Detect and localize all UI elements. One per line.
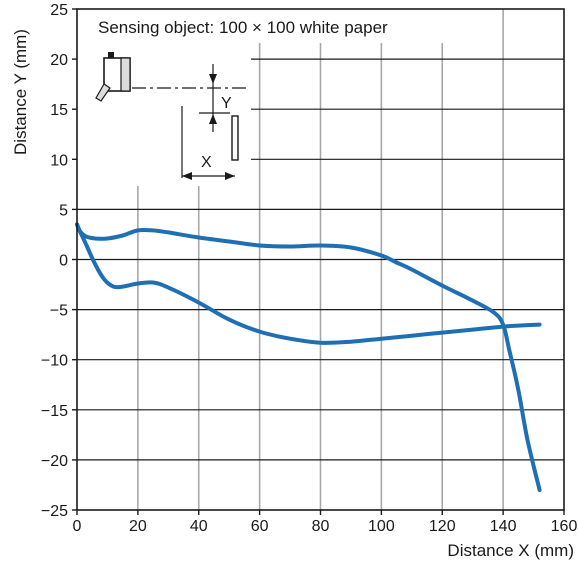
series-line-1 [75, 222, 542, 492]
x-tick-label: 20 [129, 518, 147, 535]
y-tick-label: 10 [50, 152, 68, 169]
y-arrow-down-icon [209, 74, 217, 84]
annotation-background [77, 9, 477, 43]
y-tick-label: −25 [41, 503, 68, 520]
x-tick-label: 40 [190, 518, 208, 535]
inset-x-label: X [201, 154, 212, 171]
y-tick-labels: 25 20 15 10 5 0 −5 −10 −15 −20 −25 [41, 2, 77, 520]
sensor-icon [95, 52, 131, 102]
x-tick-label: 0 [73, 518, 82, 535]
x-arrow-right-icon [225, 172, 235, 180]
y-arrow-up-icon [209, 114, 217, 124]
x-tick-label: 140 [490, 518, 517, 535]
inset-y-label: Y [221, 95, 232, 112]
y-tick-label: 5 [59, 202, 68, 219]
annotation-text: Sensing object: 100 × 100 white paper [98, 18, 388, 37]
y-tick-label: 25 [50, 2, 68, 19]
series-line-2 [75, 222, 542, 345]
x-tick-label: 120 [429, 518, 456, 535]
y-tick-label: 15 [50, 102, 68, 119]
y-tick-label: 0 [59, 253, 68, 270]
x-tick-label: 100 [368, 518, 395, 535]
x-tick-label: 60 [251, 518, 269, 535]
y-axis-title: Distance Y (mm) [11, 29, 30, 155]
x-axis-title: Distance X (mm) [447, 541, 574, 560]
x-tick-labels: 0 20 40 60 80 100 120 140 160 [73, 510, 578, 535]
x-tick-label: 80 [312, 518, 330, 535]
x-tick-label: 160 [551, 518, 578, 535]
y-tick-label: −20 [41, 453, 68, 470]
series-group [75, 222, 542, 492]
y-tick-label: −10 [41, 353, 68, 370]
y-tick-label: 20 [50, 52, 68, 69]
x-arrow-left-icon [182, 172, 192, 180]
y-tick-label: −5 [50, 303, 68, 320]
sensor-inset-panel: Sensing object: 100 × 100 white paper Y … [77, 9, 477, 186]
y-tick-label: −15 [41, 403, 68, 420]
paper-target-icon [231, 115, 239, 161]
